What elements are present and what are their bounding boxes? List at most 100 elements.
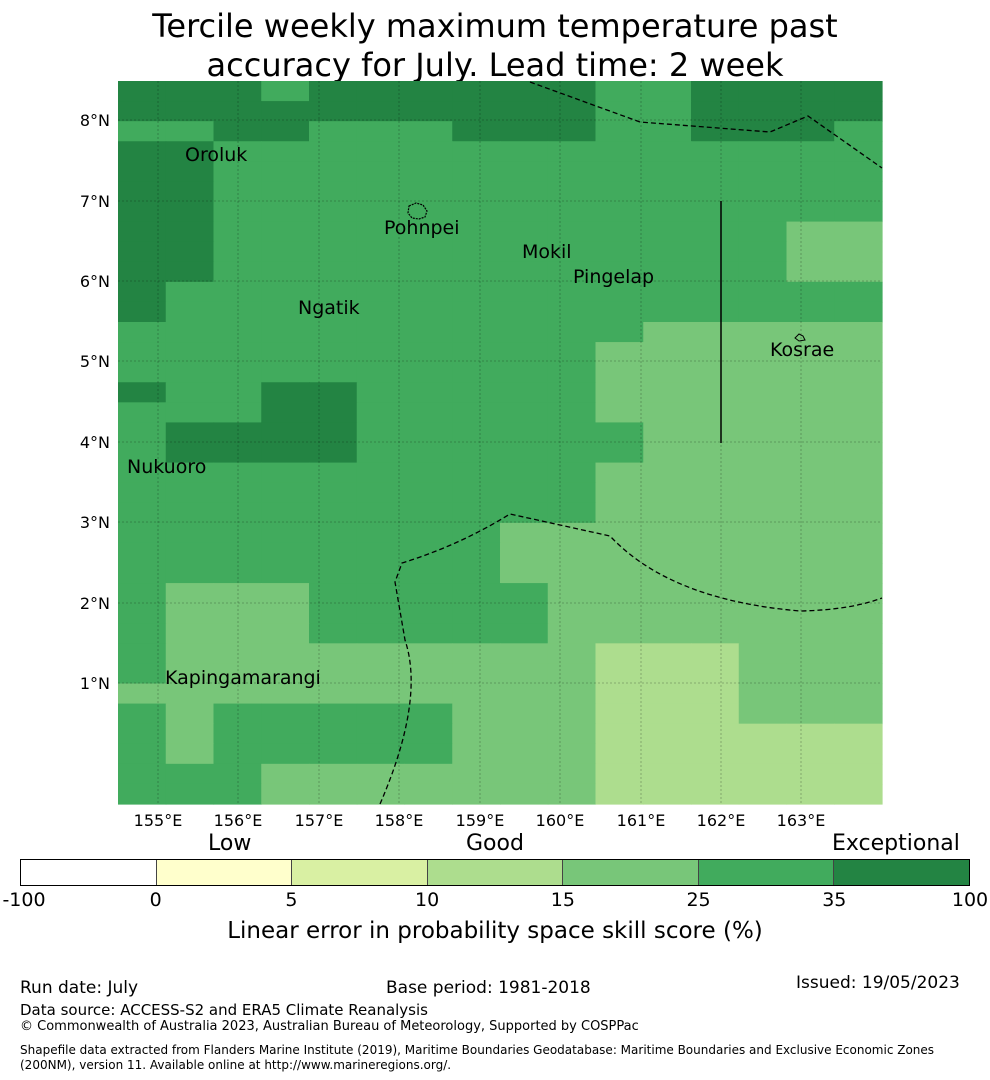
skill-cell	[452, 663, 501, 685]
skill-cell	[356, 181, 406, 203]
skill-cell	[309, 482, 358, 504]
skill-cell	[786, 643, 835, 665]
skill-cell	[738, 382, 788, 403]
skill-cell	[118, 502, 167, 524]
skill-cell	[309, 281, 358, 303]
skill-cell	[691, 763, 740, 785]
skill-cell	[261, 241, 310, 263]
skill-cell	[309, 362, 358, 383]
skill-cell	[452, 402, 501, 424]
skill-cell	[786, 362, 835, 383]
skill-cell	[118, 342, 167, 363]
longitude-tick-label: 155°E	[134, 811, 183, 830]
skill-cell	[118, 522, 167, 544]
skill-cell	[356, 743, 406, 765]
skill-cell	[643, 201, 692, 223]
skill-cell	[213, 663, 262, 685]
skill-cell	[452, 382, 501, 403]
skill-cell	[356, 382, 406, 403]
skill-cell	[261, 81, 310, 102]
skill-cell	[309, 663, 358, 685]
issued-date: Issued: 19/05/2023	[796, 973, 960, 993]
skill-cell	[309, 241, 358, 263]
skill-cell	[309, 301, 358, 323]
skill-cell	[786, 161, 835, 183]
skill-cell	[452, 743, 501, 765]
skill-cell	[500, 723, 549, 745]
skill-cell	[118, 442, 167, 464]
skill-cell	[356, 161, 406, 183]
skill-cell	[595, 402, 644, 424]
skill-cell	[595, 141, 644, 162]
skill-cell	[547, 81, 597, 102]
skill-cell	[834, 683, 883, 705]
skill-cell	[356, 522, 406, 544]
skill-cell	[834, 663, 883, 685]
skill-cell	[213, 301, 262, 323]
skill-cell	[404, 81, 453, 102]
skill-cell	[356, 121, 406, 142]
skill-cell	[643, 663, 692, 685]
colorbar-category-low: Low	[208, 831, 252, 856]
skill-cell	[595, 301, 644, 323]
skill-cell	[309, 563, 358, 584]
skill-cell	[500, 763, 549, 785]
skill-cell	[738, 161, 788, 183]
skill-cell	[738, 502, 788, 524]
skill-cell	[309, 422, 358, 444]
skill-cell	[356, 623, 406, 644]
skill-cell	[213, 342, 262, 363]
skill-cell	[213, 101, 262, 122]
skill-cell	[309, 442, 358, 464]
skill-cell	[452, 603, 501, 624]
colorbar-tick-label: 25	[686, 889, 711, 911]
skill-cell	[738, 281, 788, 303]
skill-cell	[356, 322, 406, 343]
skill-cell	[547, 141, 597, 162]
skill-cell	[595, 241, 644, 263]
skill-cell	[213, 121, 262, 142]
skill-cell	[547, 643, 597, 665]
skill-cell	[738, 663, 788, 685]
skill-cell	[261, 301, 310, 323]
skill-cell	[547, 322, 597, 343]
skill-cell	[452, 101, 501, 122]
skill-cell	[118, 121, 167, 142]
skill-cell	[500, 201, 549, 223]
run-date: Run date: July	[20, 978, 139, 998]
skill-cell	[452, 583, 501, 604]
skill-cell	[452, 643, 501, 665]
skill-cell	[261, 743, 310, 765]
skill-cell	[261, 322, 310, 343]
skill-cell	[786, 241, 835, 263]
skill-cell	[691, 563, 740, 584]
skill-cell	[691, 603, 740, 624]
place-label: Pohnpei	[384, 217, 460, 239]
skill-cell	[500, 141, 549, 162]
latitude-tick-label: 1°N	[80, 674, 110, 693]
skill-cell	[595, 603, 644, 624]
skill-cell	[643, 583, 692, 604]
skill-cell	[500, 502, 549, 524]
skill-cell	[834, 563, 883, 584]
skill-cell	[261, 482, 310, 504]
skill-cell	[404, 502, 453, 524]
skill-cell	[213, 402, 262, 424]
skill-cell	[738, 101, 788, 122]
skill-cell	[834, 201, 883, 223]
skill-cell	[738, 81, 788, 102]
skill-cell	[213, 623, 262, 644]
skill-cell	[165, 522, 215, 544]
skill-cell	[547, 281, 597, 303]
skill-cell	[691, 402, 740, 424]
skill-cell	[500, 703, 549, 725]
skill-cell	[547, 783, 597, 805]
skill-cell	[261, 442, 310, 464]
skill-cell	[118, 542, 167, 564]
skill-cell	[738, 563, 788, 584]
skill-cell	[213, 603, 262, 624]
skill-cell	[118, 703, 167, 725]
skill-cell	[356, 301, 406, 323]
skill-cell	[547, 121, 597, 142]
skill-cell	[261, 221, 310, 243]
